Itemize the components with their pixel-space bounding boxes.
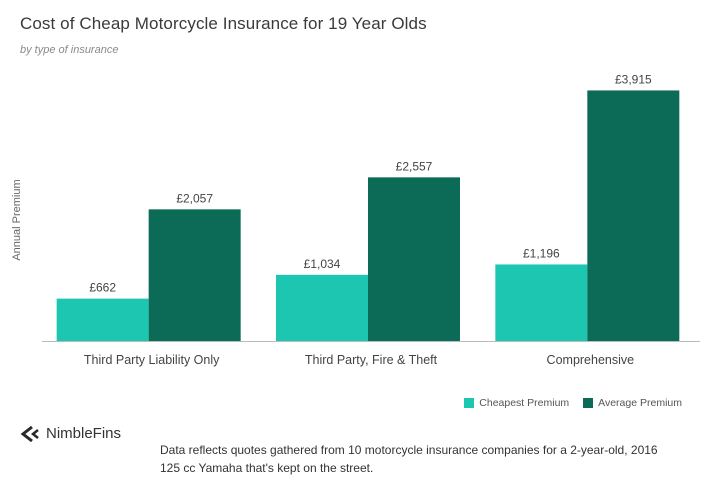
legend: Cheapest Premium Average Premium: [464, 397, 682, 409]
bar-average-0: [148, 209, 241, 341]
legend-swatch-cheapest: [464, 398, 475, 408]
brand: NimbleFins: [20, 425, 121, 442]
chart-subtitle: by type of insurance: [20, 44, 119, 56]
nimblefins-logo-icon: [20, 425, 39, 442]
bar-average-1: [368, 177, 460, 341]
legend-label-cheapest: Cheapest Premium: [479, 397, 570, 409]
chart-title: Cost of Cheap Motorcycle Insurance for 1…: [20, 14, 427, 33]
legend-swatch-average: [583, 398, 594, 408]
data-label-cheapest-0: £662: [89, 281, 116, 295]
y-axis-label: Annual Premium: [11, 179, 23, 260]
bar-cheapest-1: [276, 274, 368, 341]
data-label-cheapest-2: £1,196: [523, 246, 560, 260]
legend-item-cheapest: Cheapest Premium: [464, 397, 569, 409]
bar-cheapest-0: [56, 298, 149, 341]
legend-item-average: Average Premium: [583, 397, 682, 409]
legend-label-average: Average Premium: [598, 397, 682, 409]
brand-name: NimbleFins: [46, 425, 122, 442]
data-label-average-0: £2,057: [176, 191, 213, 205]
x-tick-label-1: Third Party, Fire & Theft: [305, 353, 438, 367]
data-label-average-1: £2,557: [396, 159, 433, 173]
x-tick-label-2: Comprehensive: [547, 353, 635, 367]
data-label-average-2: £3,915: [615, 72, 652, 86]
data-label-cheapest-1: £1,034: [304, 257, 341, 271]
bar-cheapest-2: [495, 264, 588, 341]
bar-average-2: [587, 90, 680, 341]
x-tick-label-0: Third Party Liability Only: [84, 353, 220, 367]
footnote: Data reflects quotes gathered from 10 mo…: [160, 443, 658, 475]
